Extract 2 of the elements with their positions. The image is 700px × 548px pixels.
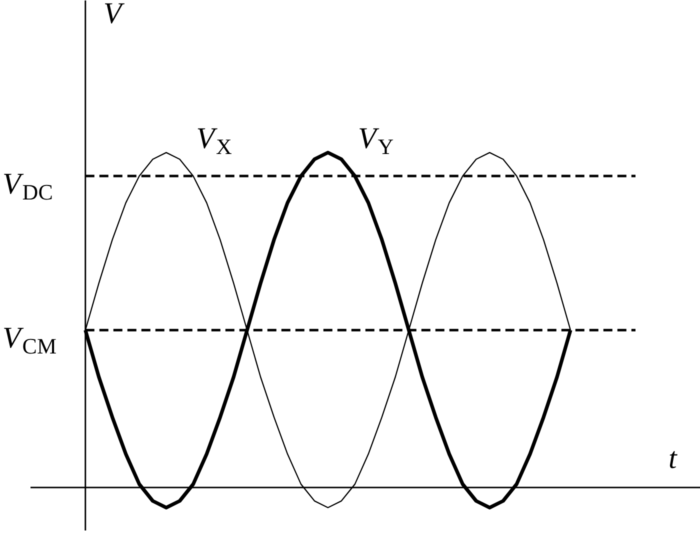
y-axis-title: V [103,0,126,30]
x-axis-title: t [668,442,678,476]
